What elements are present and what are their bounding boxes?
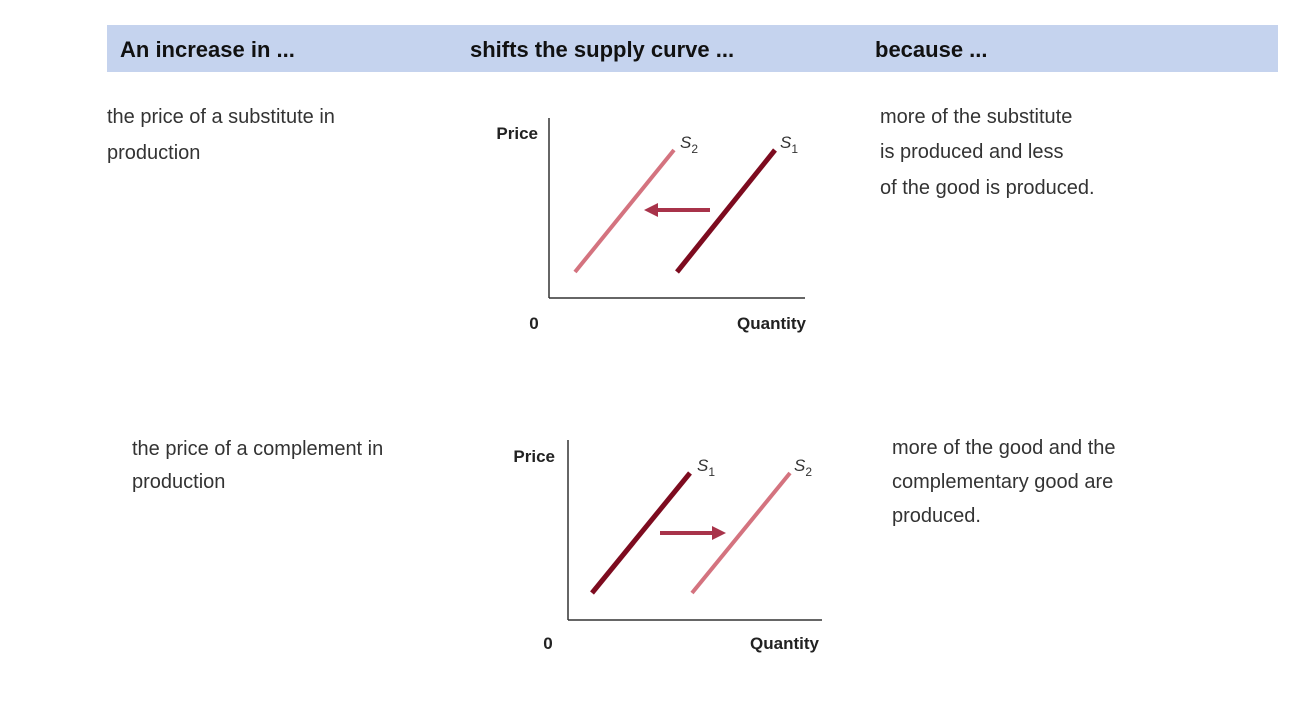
supply-curve-new [573, 148, 676, 274]
curve-label: S1 [697, 456, 715, 479]
curve-subscript: 1 [791, 142, 798, 156]
x-axis-label: Quantity [737, 314, 806, 333]
y-axis-label: Price [513, 447, 555, 466]
header-cell: An increase in ... [120, 37, 295, 62]
header-cell: because ... [875, 37, 988, 62]
header-band [107, 25, 1278, 72]
effect-text: of the good is produced. [880, 177, 1095, 199]
supply-curve-old [590, 471, 692, 595]
curve-label: S1 [780, 133, 798, 156]
curve-letter: S [697, 456, 709, 475]
curve-subscript: 1 [708, 465, 715, 479]
curve-letter: S [794, 456, 806, 475]
curve-label: S2 [794, 456, 812, 479]
curve-subscript: 2 [691, 142, 698, 156]
cause-text: production [107, 142, 200, 164]
curve-letter: S [680, 133, 692, 152]
effect-text: produced. [892, 505, 981, 527]
curve-subscript: 2 [805, 465, 812, 479]
arrow-head [712, 526, 726, 540]
effect-text: is produced and less [880, 141, 1063, 163]
effect-text: more of the good and the [892, 437, 1116, 459]
origin-label: 0 [543, 634, 552, 653]
cause-text: production [132, 471, 225, 493]
origin-label: 0 [529, 314, 538, 333]
supply-curve-old [675, 148, 777, 274]
y-axis-label: Price [496, 124, 538, 143]
cause-text: the price of a complement in [132, 438, 383, 460]
curve-letter: S [780, 133, 792, 152]
effect-text: complementary good are [892, 471, 1113, 493]
cause-text: the price of a substitute in [107, 106, 335, 128]
curve-label: S2 [680, 133, 698, 156]
arrow-head [644, 203, 658, 217]
supply-curve-new [690, 471, 792, 595]
x-axis-label: Quantity [750, 634, 819, 653]
header-cell: shifts the supply curve ... [470, 37, 734, 62]
effect-text: more of the substitute [880, 106, 1072, 128]
